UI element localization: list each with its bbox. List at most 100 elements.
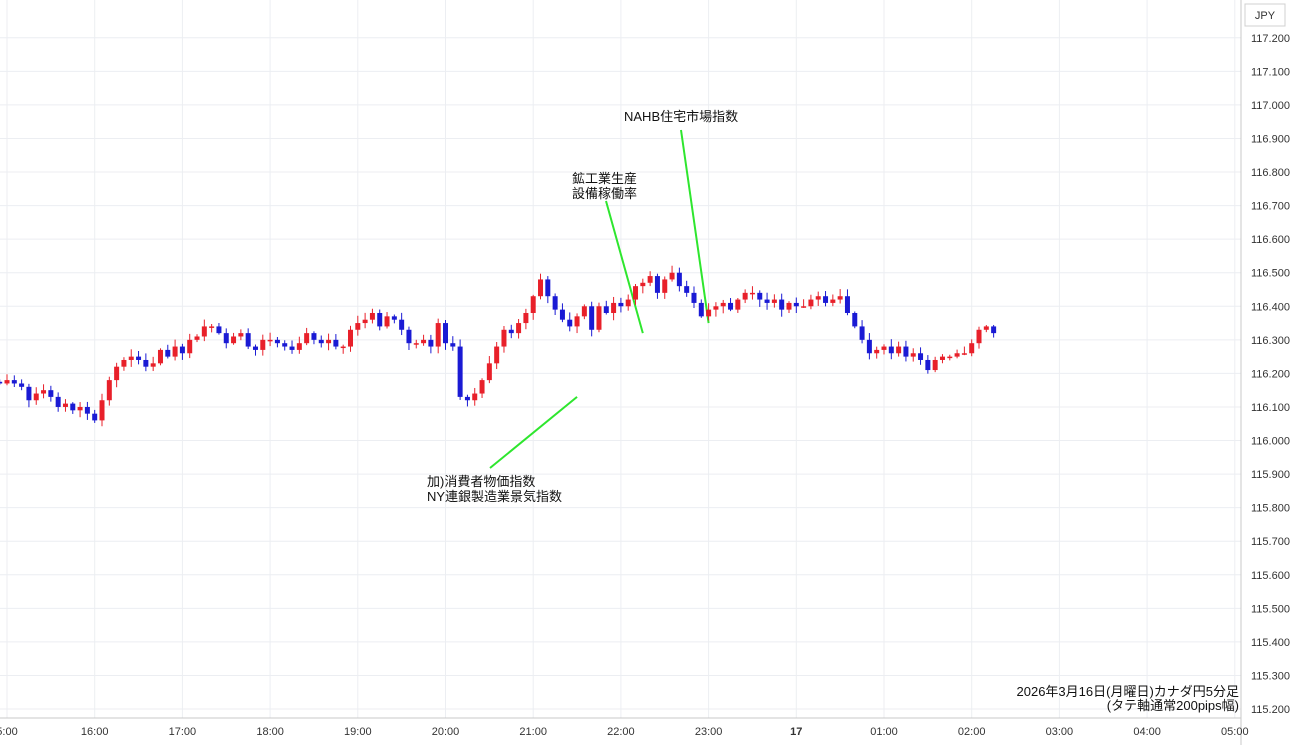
candle-body: [903, 346, 909, 357]
x-tick-label: 04:00: [1133, 726, 1161, 738]
candle-body: [603, 306, 609, 313]
candle-body: [296, 343, 302, 350]
candle-body: [530, 296, 536, 313]
x-tick-label: 19:00: [344, 726, 372, 738]
candle-body: [749, 292, 755, 295]
x-tick-label: 01:00: [870, 726, 898, 738]
candle-body: [939, 356, 945, 360]
candle-body: [494, 346, 500, 364]
candle-body: [377, 312, 383, 327]
candle-body: [815, 296, 821, 300]
candle-body: [896, 346, 902, 354]
x-tick-label: 5:00: [0, 726, 18, 738]
price-axis[interactable]: 115.200 115.300 115.400 115.500 115.600 115.7…: [1251, 33, 1290, 716]
y-tick-label: 116.600: [1251, 234, 1290, 246]
candle-body: [99, 400, 105, 421]
candle-body: [545, 279, 551, 297]
candle-body: [216, 326, 222, 334]
candle-body: [976, 329, 982, 344]
candle-body: [559, 309, 565, 320]
candle-body: [347, 329, 353, 347]
y-tick-label: 116.200: [1251, 368, 1290, 380]
candle-body: [311, 333, 317, 340]
candle-body: [179, 346, 185, 354]
candle-body: [399, 319, 405, 330]
candle-body: [676, 272, 682, 287]
candle-body: [318, 339, 324, 344]
candle-body: [450, 343, 456, 347]
candle-body: [406, 329, 412, 344]
y-tick-label: 116.400: [1251, 301, 1290, 313]
y-tick-label: 115.900: [1251, 469, 1290, 481]
candle-body: [194, 336, 200, 340]
candle-body: [932, 359, 938, 371]
y-tick-label: 115.700: [1251, 536, 1290, 548]
candle-body: [391, 316, 397, 320]
candle-body: [114, 366, 120, 381]
time-axis[interactable]: 5:00 16:00 17:00 18:00 19:00 20:00 21:00 22:00 2…: [0, 726, 1249, 738]
candle-body: [735, 299, 741, 310]
candle-body: [983, 326, 989, 330]
candle-body: [991, 326, 997, 334]
candle-body: [435, 323, 441, 347]
candle-body: [728, 302, 734, 310]
annotation-label: 鉱工業生産設備稼働率: [572, 171, 637, 201]
candle-body: [720, 302, 726, 307]
candle-body: [538, 279, 544, 297]
annotation-leader-line: [489, 396, 578, 469]
annotation-label-line: NY連銀製造業景気指数: [427, 489, 562, 504]
candle-body: [282, 343, 288, 347]
x-tick-label: 22:00: [607, 726, 635, 738]
candle-body: [472, 393, 478, 401]
annotation-labels: 加)消費者物価指数 NY連銀製造業景気指数 鉱工業生産設備稼働率 NAHB住宅市場指数: [427, 109, 738, 504]
annotation-leader-line: [605, 200, 644, 334]
candle-body: [698, 302, 704, 317]
y-tick-label: 115.200: [1251, 704, 1290, 716]
candle-body: [713, 306, 719, 310]
candle-body: [333, 339, 339, 347]
caption-line: (タテ軸通常200pips幅): [1107, 698, 1239, 713]
y-tick-label: 116.000: [1251, 436, 1290, 448]
candle-body: [779, 299, 785, 310]
candle-body: [808, 299, 814, 307]
x-tick-label: 03:00: [1046, 726, 1074, 738]
candle-body: [326, 339, 332, 344]
candle-body: [252, 346, 258, 350]
y-tick-label: 117.000: [1251, 100, 1290, 112]
candle-body: [464, 396, 470, 401]
candle-body: [684, 286, 690, 293]
candle-body: [143, 359, 149, 367]
candle-body: [501, 329, 507, 347]
candle-body: [654, 276, 660, 293]
candle-body: [881, 346, 887, 350]
candle-body: [910, 353, 916, 357]
annotation-label-line: 鉱工業生産: [572, 171, 637, 186]
candle-body: [209, 326, 215, 328]
x-tick-label: 02:00: [958, 726, 986, 738]
candle-body: [289, 346, 295, 350]
candle-body: [77, 406, 83, 411]
candle-body: [669, 272, 675, 280]
candle-body: [62, 403, 68, 407]
chart-caption: 2026年3月16日(月曜日)カナダ円5分足(タテ軸通常200pips幅): [1017, 684, 1240, 713]
candle-body: [662, 279, 668, 293]
candle-body: [231, 336, 237, 344]
candle-body: [4, 380, 10, 384]
candle-body: [771, 299, 777, 303]
candle-body: [859, 326, 865, 340]
candle-body: [888, 346, 894, 354]
candle-body: [611, 302, 617, 313]
candle-body: [596, 306, 602, 330]
candle-body: [589, 306, 595, 330]
y-tick-label: 117.100: [1251, 66, 1290, 78]
candle-body: [757, 292, 763, 300]
candle-body: [413, 343, 419, 345]
y-tick-label: 116.900: [1251, 133, 1290, 145]
y-tick-label: 115.800: [1251, 503, 1290, 515]
candle-body: [70, 403, 76, 411]
y-tick-label: 115.500: [1251, 603, 1290, 615]
candle-body: [150, 363, 156, 367]
x-tick-label: 18:00: [256, 726, 284, 738]
candle-body: [92, 413, 98, 421]
